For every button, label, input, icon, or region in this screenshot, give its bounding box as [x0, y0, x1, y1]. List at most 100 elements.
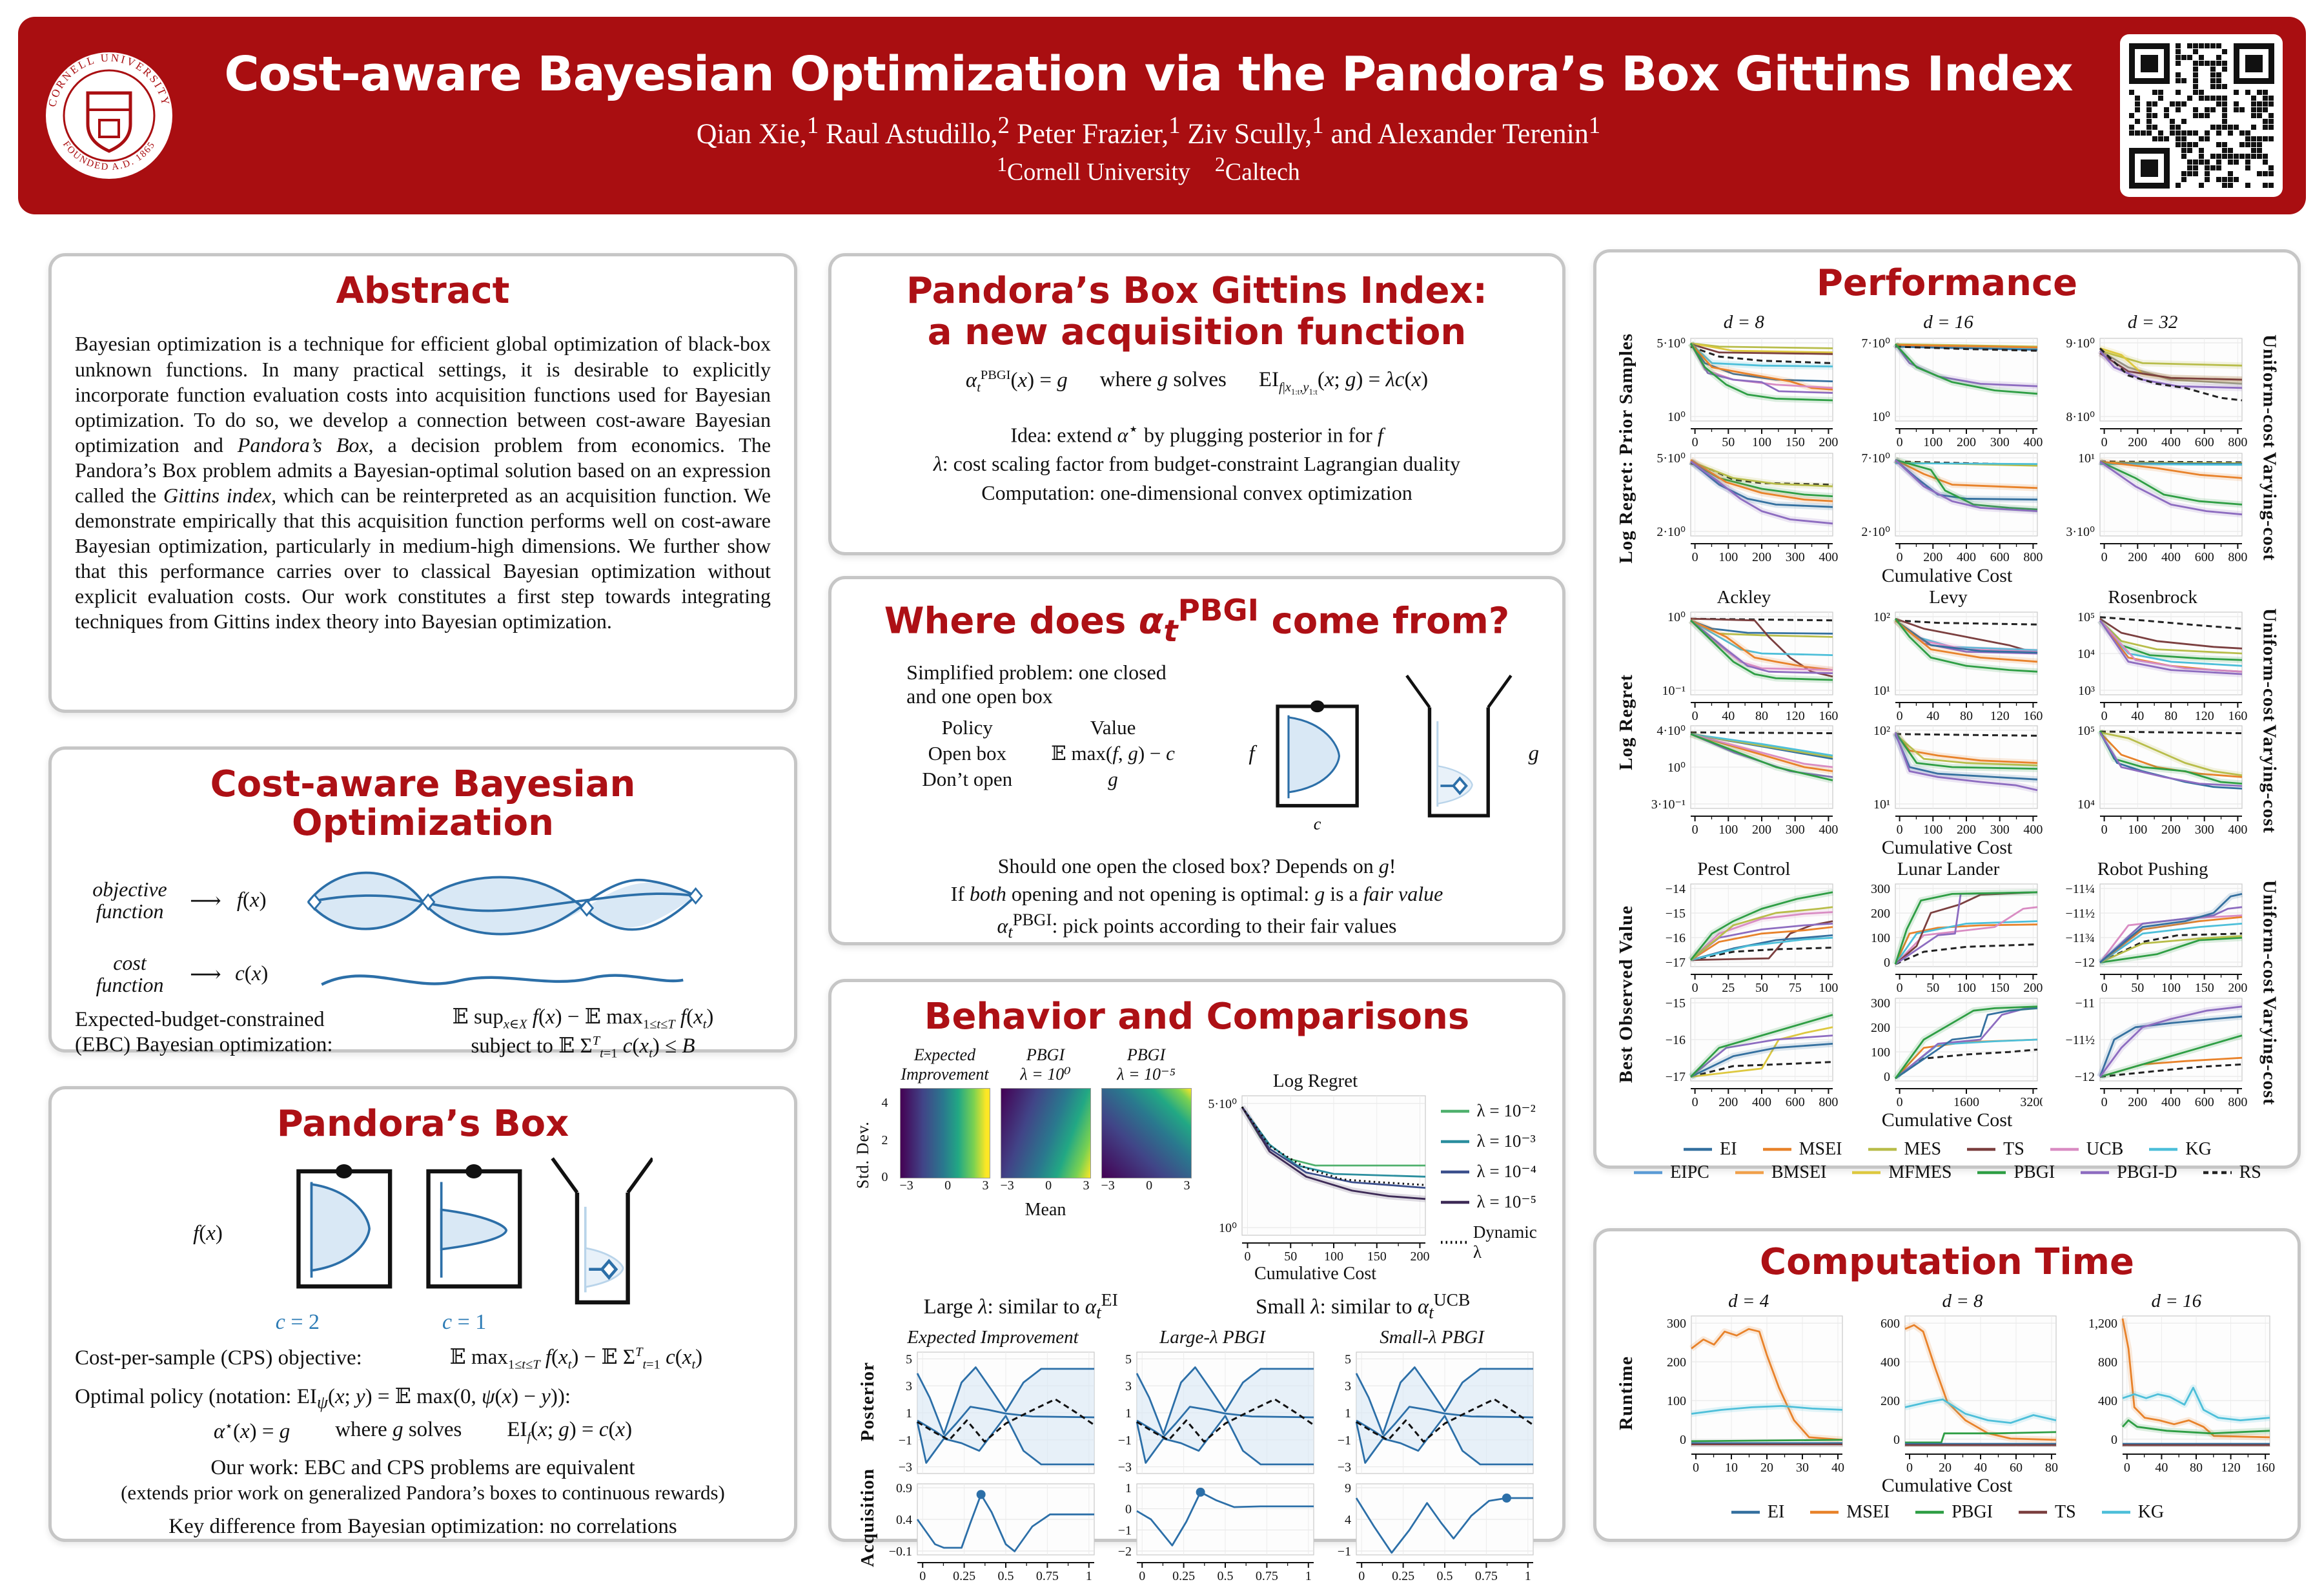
svg-text:−14: −14	[1666, 883, 1686, 897]
svg-text:−11¼: −11¼	[2065, 883, 2095, 897]
svg-text:5·10⁰: 5·10⁰	[1208, 1097, 1237, 1111]
svg-text:7·10⁰: 7·10⁰	[1861, 336, 1890, 351]
legend-item-EI: EI	[1730, 1502, 1784, 1523]
svg-text:200: 200	[2228, 981, 2247, 994]
perf-ylabel: Log Regret: Prior Samples	[1616, 333, 1637, 564]
perf-col-title: Robot Pushing	[2097, 859, 2208, 880]
svg-text:2·10⁰: 2·10⁰	[1861, 525, 1890, 539]
ourwork-line: Our work: EBC and CPS problems are equiv…	[75, 1456, 771, 1480]
svg-text:150: 150	[1786, 435, 1805, 448]
svg-text:10⁰: 10⁰	[1218, 1222, 1236, 1236]
legend-item-PBGI: PBGI	[1914, 1502, 1993, 1523]
svg-text:−11½: −11½	[2065, 907, 2095, 921]
svg-text:100: 100	[1719, 823, 1738, 836]
legend-item-TS: TS	[2017, 1502, 2076, 1523]
svg-text:10¹: 10¹	[1873, 684, 1890, 698]
legend-item-PBGI-D: PBGI-D	[2079, 1162, 2177, 1183]
svg-text:1: 1	[1305, 1569, 1312, 1582]
legend-item-MES: MES	[1867, 1139, 1942, 1160]
svg-text:100: 100	[1957, 981, 1976, 994]
header-banner: CORNELL UNIVERSITY FOUNDED A.D. 1865 Cos…	[18, 17, 2306, 214]
svg-text:1: 1	[1125, 1406, 1132, 1421]
cost-label-c2: c = 2	[276, 1310, 320, 1335]
svg-text:800: 800	[2228, 435, 2247, 448]
svg-text:80: 80	[1755, 709, 1768, 722]
svg-text:200: 200	[1871, 907, 1890, 921]
svg-text:0: 0	[1692, 823, 1698, 836]
open-box	[552, 1158, 652, 1302]
svg-text:8·10⁰: 8·10⁰	[2066, 410, 2095, 424]
svg-text:2·10⁰: 2·10⁰	[1657, 525, 1686, 539]
pandora-title: Pandora’s Box	[75, 1105, 771, 1144]
stddev-axis-label: Std. Dev.	[853, 1091, 873, 1220]
svg-text:1,200: 1,200	[2088, 1317, 2117, 1331]
svg-text:200: 200	[2161, 823, 2181, 836]
svg-text:10⁰: 10⁰	[1667, 410, 1686, 424]
svg-text:0.75: 0.75	[1256, 1569, 1278, 1582]
svg-text:200: 200	[2023, 981, 2043, 994]
table-row: Open box 𝔼 max(f, g) − c	[902, 741, 1194, 766]
svg-text:−0.1: −0.1	[889, 1545, 912, 1559]
bh-col-title: Large-λ PBGI	[1159, 1327, 1265, 1348]
keydiff-line: Key difference from Bayesian optimizatio…	[75, 1515, 771, 1539]
svg-text:0: 0	[1893, 1433, 1900, 1447]
svg-text:200: 200	[1719, 1095, 1738, 1108]
svg-text:3·10⁰: 3·10⁰	[2066, 525, 2095, 539]
svg-text:−3: −3	[1338, 1461, 1351, 1475]
ebc-formula-2: subject to 𝔼 ΣTt=1 c(xt) ≤ B	[395, 1032, 771, 1062]
row-label-varying: Varying-cost	[2258, 724, 2279, 834]
svg-text:0: 0	[1897, 1095, 1903, 1108]
caption-small-lambda: Small λ: similar to αtUCB	[1256, 1289, 1470, 1323]
svg-text:10⁻¹: 10⁻¹	[1662, 684, 1686, 698]
svg-text:100: 100	[1719, 550, 1738, 563]
svg-text:300: 300	[2194, 823, 2214, 836]
svg-text:400: 400	[1819, 550, 1839, 563]
pandora-fx: f(x)	[193, 1222, 223, 1246]
svg-text:30: 30	[1796, 1461, 1809, 1474]
wf-q3: αtPBGI: pick points according to their f…	[855, 910, 1539, 942]
svg-text:10⁵: 10⁵	[2077, 610, 2095, 624]
svg-text:200: 200	[1752, 550, 1771, 563]
perf-ylabel: Log Regret	[1616, 674, 1637, 770]
svg-text:100: 100	[1752, 435, 1771, 448]
svg-text:0: 0	[1897, 823, 1903, 836]
svg-text:4·10⁰: 4·10⁰	[1657, 724, 1686, 738]
ebc-formula-1: 𝔼 supx∈X f(x) − 𝔼 max1≤t≤T f(xt)	[395, 1003, 771, 1032]
svg-text:0: 0	[2101, 550, 2107, 563]
svg-text:200: 200	[1923, 550, 1942, 563]
svg-text:−16: −16	[1666, 931, 1686, 945]
ourwork-line2: (extends prior work on generalized Pando…	[75, 1481, 771, 1505]
svg-text:10¹: 10¹	[1873, 797, 1890, 812]
svg-text:10³: 10³	[2078, 684, 2095, 698]
pbgi-eq3: EIf|x1:t,y1:t(x; g) = λc(x)	[1259, 368, 1428, 397]
svg-text:50: 50	[2131, 981, 2144, 994]
svg-text:0.5: 0.5	[998, 1569, 1014, 1582]
svg-text:600: 600	[1990, 550, 2010, 563]
ct-col-title: d = 8	[1942, 1291, 1983, 1312]
svg-text:300: 300	[1871, 883, 1890, 897]
svg-text:800: 800	[2228, 550, 2247, 563]
svg-text:50: 50	[1755, 981, 1768, 994]
svg-text:400: 400	[2023, 435, 2043, 448]
wf-f-label: f	[1249, 742, 1254, 766]
svg-text:800: 800	[2228, 1095, 2247, 1108]
svg-text:50: 50	[1284, 1249, 1297, 1262]
qr-code	[2120, 34, 2283, 197]
svg-text:10⁴: 10⁴	[2077, 647, 2095, 661]
svg-text:1: 1	[1086, 1569, 1092, 1582]
svg-text:0: 0	[1125, 1503, 1132, 1517]
legend-item-RS: RS	[2202, 1162, 2261, 1183]
svg-text:−3: −3	[899, 1461, 912, 1475]
svg-text:20: 20	[1760, 1461, 1773, 1474]
svg-text:120: 120	[1990, 709, 2010, 722]
svg-text:1: 1	[1525, 1569, 1531, 1582]
contour-plot	[1101, 1088, 1192, 1178]
